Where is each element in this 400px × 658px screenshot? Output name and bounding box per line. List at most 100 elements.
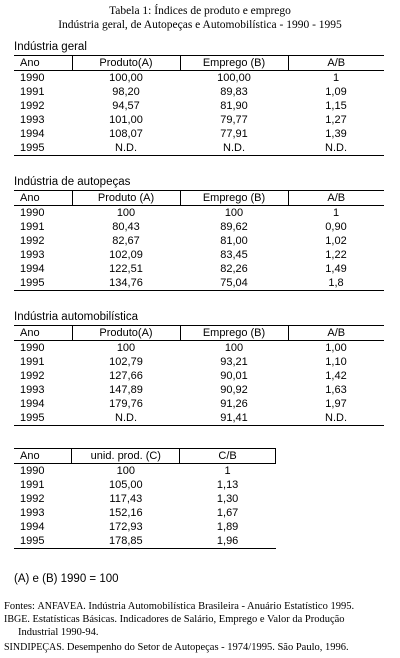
- table-cell: 1,63: [325, 384, 347, 396]
- column-header: Ano: [14, 448, 72, 464]
- table-header-row: Ano Produto(A) Emprego (B) A/B: [14, 325, 384, 341]
- table-cell: 1990: [20, 342, 45, 354]
- table-cell: 100: [224, 342, 244, 354]
- table-cell: N.D.: [288, 411, 384, 426]
- table-cell: 100,00: [109, 72, 143, 84]
- table-industria-autopecas: Ano Produto (A) Emprego (B) A/B 1990 100…: [14, 190, 384, 291]
- table-header-row: Ano Produto (A) Emprego (B) A/B: [14, 190, 384, 206]
- table-cell: 1994: [20, 128, 45, 140]
- table-cell: 1991: [20, 221, 45, 233]
- table-cell: 1,67: [216, 507, 239, 519]
- table-cell: 100: [116, 465, 135, 477]
- table-cell: 1,15: [325, 100, 347, 112]
- table-cell: 1990: [20, 72, 45, 84]
- table-row: 1990 100 100 1,00: [14, 341, 384, 356]
- column-header: Emprego (B): [179, 55, 288, 71]
- table-row: 1990 100 100 1: [14, 206, 384, 221]
- table-cell: 90,01: [220, 370, 248, 382]
- table-cell: 91,26: [220, 398, 248, 410]
- table-row: 1993 101,00 79,77 1,27: [14, 113, 384, 127]
- table-cell: N.D.: [72, 411, 180, 426]
- column-header: Ano: [14, 325, 72, 341]
- table-cell: 147,89: [109, 384, 143, 396]
- table-cell: 77,91: [220, 128, 248, 140]
- table-cell: 89,83: [220, 86, 248, 98]
- table-cell: 1,02: [325, 235, 347, 247]
- table-unid-prod: Ano unid. prod. (C) C/B 1990 100 1 1991 …: [14, 448, 276, 549]
- table-cell: 1992: [20, 100, 45, 112]
- table-cell: 1995: [14, 534, 72, 549]
- table-cell: 1: [332, 72, 340, 84]
- table-cell: 100: [116, 342, 136, 354]
- column-header: Produto (A): [71, 190, 180, 206]
- table-cell: 100,00: [217, 72, 251, 84]
- table-cell: 1: [332, 207, 340, 219]
- table-cell: 1995: [14, 141, 72, 156]
- section-title-industria-geral: Indústria geral: [14, 41, 87, 53]
- table-cell: 1,00: [325, 342, 347, 354]
- source-text: Indústria Automobilística Brasileira - A…: [88, 601, 355, 612]
- table-cell: 1992: [20, 370, 45, 382]
- table-row: 1995 N.D. 91,41 N.D.: [14, 411, 384, 426]
- table-cell: 172,93: [108, 521, 143, 533]
- table-cell: 134,76: [72, 276, 180, 291]
- source-text: Industrial 1990-94.: [18, 627, 99, 638]
- table-cell: 81,00: [220, 235, 248, 247]
- table-cell: 1991: [20, 86, 45, 98]
- table-cell: 102,79: [109, 356, 143, 368]
- table-cell: 1,27: [325, 114, 347, 126]
- table-row: 1994 172,93 1,89: [14, 520, 276, 534]
- table-row: 1990 100,00 100,00 1: [14, 71, 384, 86]
- table-row: 1992 127,66 90,01 1,42: [14, 369, 384, 383]
- source-org: ANFAVEA.: [37, 601, 86, 612]
- section-title-industria-autopecas: Indústria de autopeças: [14, 176, 131, 188]
- table-cell: 1,49: [325, 263, 347, 275]
- table-cell: 91,41: [180, 411, 288, 426]
- table-cell: 1994: [20, 263, 45, 275]
- table-row: 1992 82,67 81,00 1,02: [14, 234, 384, 248]
- table-cell: 1993: [20, 507, 45, 519]
- table-cell: 1990: [20, 465, 45, 477]
- table-row: 1994 122,51 82,26 1,49: [14, 262, 384, 276]
- table-cell: 108,07: [109, 128, 143, 140]
- table-cell: 93,21: [220, 356, 248, 368]
- source-org: SINDIPEÇAS.: [4, 642, 65, 653]
- table-title: Tabela 1: Índices de produto e emprego: [109, 5, 291, 17]
- footnote: (A) e (B) 1990 = 100: [14, 573, 119, 585]
- table-cell: 82,26: [220, 263, 248, 275]
- table-cell: 100: [224, 207, 244, 219]
- table-cell: 1,10: [325, 356, 347, 368]
- column-header: Emprego (B): [179, 190, 288, 206]
- table-cell: 79,77: [220, 114, 248, 126]
- table-cell: 1992: [20, 493, 45, 505]
- table-cell: 105,00: [108, 479, 143, 491]
- sources-line-4: SINDIPEÇAS. Desempenho do Setor de Autop…: [4, 641, 396, 654]
- table-cell: 80,43: [112, 221, 140, 233]
- table-cell: 0,90: [325, 221, 347, 233]
- table-row: 1991 98,20 89,83 1,09: [14, 85, 384, 99]
- column-header: Emprego (B): [179, 325, 288, 341]
- table-row: 1995 134,76 75,04 1,8: [14, 276, 384, 291]
- table-cell: 127,66: [109, 370, 143, 382]
- table-cell: 1,13: [216, 479, 239, 491]
- table-cell: 94,57: [112, 100, 140, 112]
- table-cell: 1,89: [216, 521, 239, 533]
- table-cell: 1,97: [325, 398, 347, 410]
- column-header: A/B: [287, 190, 384, 206]
- table-subtitle: Indústria geral, de Autopeças e Automobi…: [58, 19, 342, 31]
- table-cell: 81,90: [220, 100, 248, 112]
- table-row: 1994 179,76 91,26 1,97: [14, 397, 384, 411]
- table-row: 1990 100 1: [14, 464, 276, 479]
- table-row: 1991 105,00 1,13: [14, 478, 276, 492]
- table-industria-geral: Ano Produto(A) Emprego (B) A/B 1990 100,…: [14, 55, 384, 156]
- sources-label: Fontes:: [4, 601, 35, 612]
- table-cell: 1992: [20, 235, 45, 247]
- table-row: 1993 102,09 83,45 1,22: [14, 248, 384, 262]
- table-cell: 1991: [20, 356, 45, 368]
- table-cell: 1994: [20, 521, 45, 533]
- table-cell: 82,67: [112, 235, 140, 247]
- table-cell: 1994: [20, 398, 45, 410]
- table-cell: N.D.: [72, 141, 180, 156]
- table-cell: 1993: [20, 384, 45, 396]
